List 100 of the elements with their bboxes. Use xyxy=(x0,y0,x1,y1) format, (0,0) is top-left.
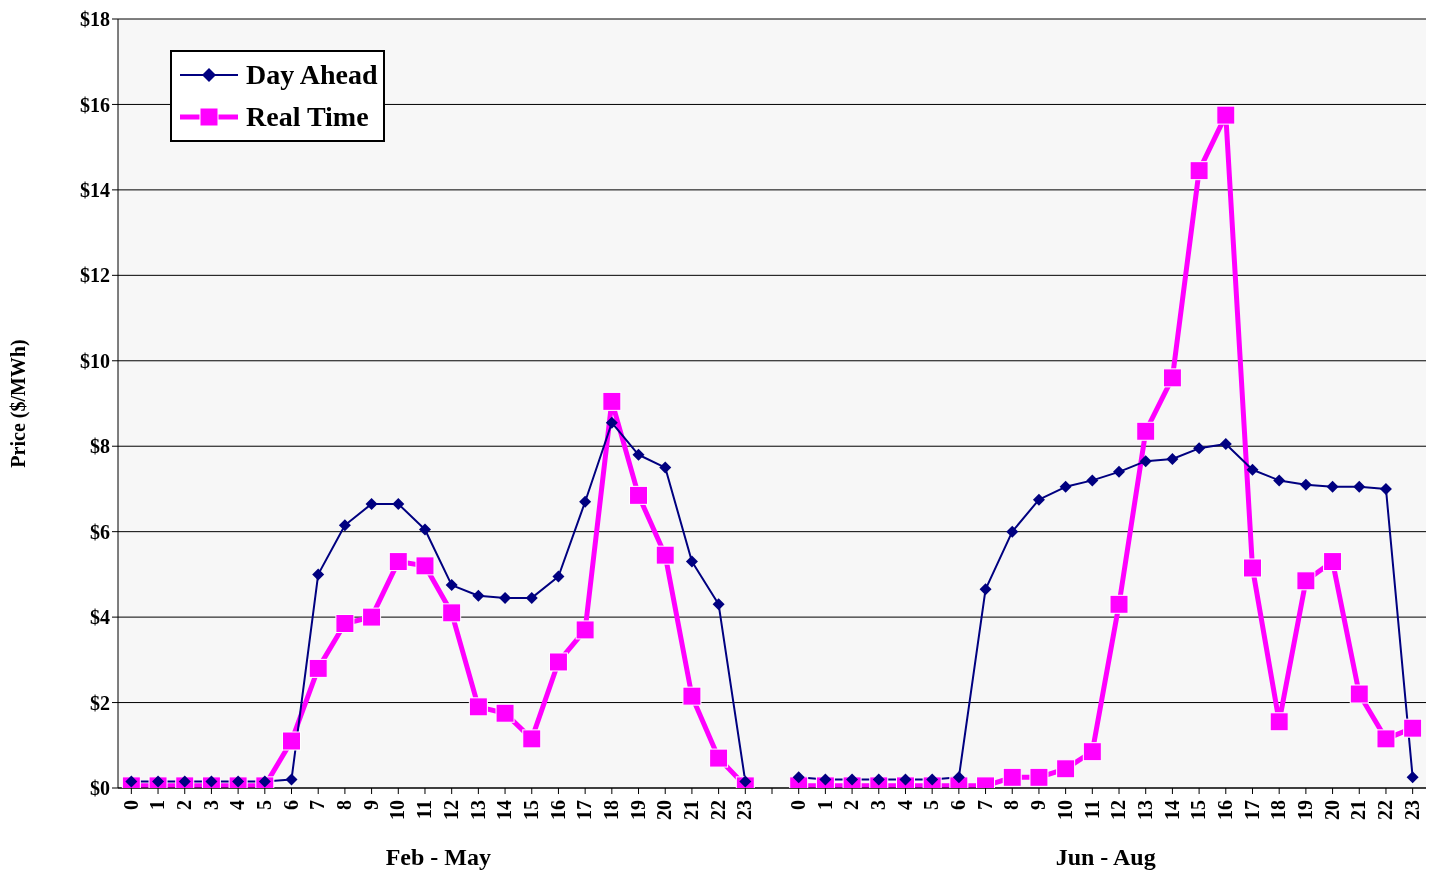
point xyxy=(1219,438,1232,451)
x-tick-label: 1 xyxy=(813,800,836,810)
point xyxy=(1162,368,1182,388)
y-tick-label: $0 xyxy=(90,777,110,800)
y-tick-label: $4 xyxy=(90,606,110,629)
point xyxy=(445,579,458,592)
x-tick-label: 22 xyxy=(1374,800,1397,820)
point xyxy=(365,497,378,510)
point xyxy=(605,416,618,429)
point xyxy=(282,731,302,751)
point xyxy=(392,497,405,510)
point xyxy=(125,775,138,788)
x-tick-label: 22 xyxy=(706,800,729,820)
point xyxy=(442,603,462,623)
x-tick-label: 17 xyxy=(573,800,596,820)
point xyxy=(979,583,992,596)
point xyxy=(846,773,859,786)
point xyxy=(1166,453,1179,466)
point xyxy=(1299,478,1312,491)
point xyxy=(468,697,488,717)
point xyxy=(792,771,805,784)
point xyxy=(1269,712,1289,732)
point xyxy=(575,620,595,640)
text: Jun - Aug xyxy=(1054,844,1157,871)
point xyxy=(682,686,702,706)
point xyxy=(659,461,672,474)
x-tick-label: 6 xyxy=(279,800,302,810)
point xyxy=(952,771,965,784)
point xyxy=(312,568,325,581)
x-tick-label: 5 xyxy=(253,800,276,810)
x-tick-label: 21 xyxy=(1347,800,1370,820)
point xyxy=(1323,552,1343,572)
x-tick-label: 23 xyxy=(1400,800,1423,820)
point xyxy=(1216,105,1236,125)
point xyxy=(388,552,408,572)
x-tick-label: 13 xyxy=(1133,800,1156,820)
point xyxy=(655,545,675,565)
point xyxy=(522,729,542,749)
x-tick-label: 12 xyxy=(1107,800,1130,820)
point xyxy=(1059,480,1072,493)
x-tick-label: 20 xyxy=(653,800,676,820)
point xyxy=(1353,480,1366,493)
x-tick-label: 0 xyxy=(786,800,809,810)
point xyxy=(1379,482,1392,495)
point xyxy=(1109,594,1129,614)
x-tick-label: 19 xyxy=(1294,800,1317,820)
y-tick-label: $16 xyxy=(80,93,110,116)
x-tick-label: 21 xyxy=(680,800,703,820)
x-tick-label: 9 xyxy=(359,800,382,810)
x-tick-label: 16 xyxy=(546,800,569,820)
x-tick-label: 5 xyxy=(920,800,943,810)
x-tick-label: 2 xyxy=(172,800,195,810)
y-tick-label: $2 xyxy=(90,691,110,714)
point xyxy=(152,775,165,788)
x-tick-label: 23 xyxy=(733,800,756,820)
point xyxy=(579,495,592,508)
point xyxy=(495,703,515,723)
point xyxy=(1349,684,1369,704)
point xyxy=(819,773,832,786)
x-tick-label: 1 xyxy=(146,800,169,810)
point xyxy=(552,570,565,583)
y-tick-label: $12 xyxy=(80,264,110,287)
point xyxy=(338,519,351,532)
x-tick-label: 19 xyxy=(626,800,649,820)
point xyxy=(232,775,245,788)
point xyxy=(872,773,885,786)
point xyxy=(709,748,729,768)
point xyxy=(1113,465,1126,478)
y-tick-label: $14 xyxy=(80,178,110,201)
point xyxy=(629,485,649,505)
x-tick-label: 17 xyxy=(1240,800,1263,820)
legend-label: Real Time xyxy=(246,100,369,134)
point xyxy=(1139,455,1152,468)
x-tick-label: 14 xyxy=(493,800,516,820)
point xyxy=(1376,729,1396,749)
point xyxy=(1002,767,1022,787)
point xyxy=(258,775,271,788)
x-tick-label: 4 xyxy=(893,800,916,810)
point xyxy=(1056,759,1076,779)
x-tick-label: 15 xyxy=(1187,800,1210,820)
x-tick-label: 8 xyxy=(333,800,356,810)
point xyxy=(1086,474,1099,487)
point xyxy=(899,773,912,786)
point xyxy=(712,598,725,611)
point xyxy=(1136,421,1156,441)
point xyxy=(926,773,939,786)
point xyxy=(1242,558,1262,578)
text: Feb - May xyxy=(384,844,492,871)
x-tick-label: 18 xyxy=(600,800,623,820)
y-tick-label: $18 xyxy=(80,8,110,31)
x-tick-label: 10 xyxy=(386,800,409,820)
y-tick-label: $10 xyxy=(80,349,110,372)
point xyxy=(602,391,622,411)
point xyxy=(1029,767,1049,787)
x-tick-label: 13 xyxy=(466,800,489,820)
point xyxy=(285,773,298,786)
point xyxy=(335,614,355,634)
point xyxy=(415,556,435,576)
point xyxy=(1403,718,1423,738)
point xyxy=(1082,742,1102,762)
